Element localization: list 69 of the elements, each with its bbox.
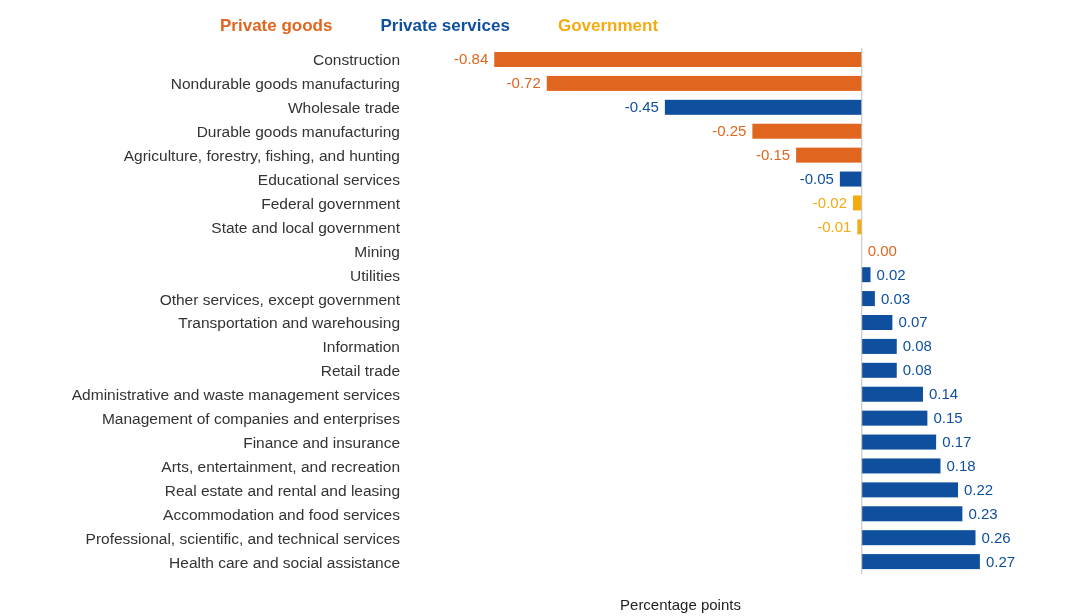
y-tick-label: Agriculture, forestry, fishing, and hunting (123, 147, 400, 165)
data-label: -0.02 (812, 193, 847, 211)
y-tick-label: Mining (354, 242, 400, 260)
y-tick-label: State and local government (211, 218, 401, 236)
y-tick-label: Professional, scientific, and technical services (85, 529, 401, 547)
y-tick-label: Health care and social assistance (169, 553, 400, 571)
bar (857, 219, 862, 235)
bar (861, 315, 893, 330)
bar (861, 530, 976, 546)
data-label: 0.17 (942, 433, 972, 451)
data-label: -0.45 (624, 98, 659, 116)
y-tick-label: Arts, entertainment, and recreation (161, 457, 400, 475)
y-tick-label: Administrative and waste management services (71, 386, 401, 404)
y-tick-label: Nondurable goods manufacturing (170, 75, 400, 93)
data-label: 0.07 (898, 313, 928, 331)
y-tick-label: Finance and insurance (243, 434, 400, 451)
data-label: 0.22 (964, 480, 994, 498)
bar (861, 410, 928, 426)
y-tick-label: Retail trade (320, 362, 400, 380)
data-label: 0.08 (902, 337, 932, 355)
data-label: 0.15 (933, 409, 963, 427)
bar (861, 386, 923, 402)
data-label: -0.84 (454, 50, 489, 68)
bar (861, 291, 875, 307)
bar (861, 554, 980, 570)
data-label: -0.15 (755, 146, 791, 164)
bar (839, 171, 862, 187)
bar (853, 195, 862, 211)
data-label: 0.03 (880, 289, 911, 307)
text: Government (557, 16, 659, 36)
data-label: 0.08 (902, 361, 932, 379)
y-tick-label: Other services, except government (159, 290, 401, 308)
bar (796, 147, 862, 163)
text: Private goods (220, 16, 333, 36)
text: Private services (380, 16, 510, 36)
bar (861, 362, 897, 378)
bar (861, 267, 871, 283)
y-tick-label: Educational services (257, 171, 401, 188)
bar (752, 123, 862, 139)
y-tick-label: Real estate and rental and leasing (164, 481, 400, 499)
data-label: 0.23 (968, 504, 998, 522)
bar (494, 52, 862, 67)
y-tick-label: Accommodation and food services (163, 505, 401, 523)
y-tick-label: Management of companies and enterprises (101, 410, 401, 428)
data-label: 0.02 (876, 265, 906, 283)
y-tick-label: Durable goods manufacturing (196, 123, 400, 141)
data-label: -0.25 (712, 122, 747, 140)
data-label: 0.27 (985, 552, 1016, 570)
data-label: -0.72 (506, 74, 541, 92)
data-label: 0.18 (946, 456, 976, 474)
y-tick-label: Construction (312, 51, 400, 69)
bar (664, 99, 862, 115)
data-label: -0.05 (799, 170, 834, 188)
bar (861, 338, 897, 354)
y-tick-label: Transportation and warehousing (178, 314, 400, 332)
data-label: 0.14 (929, 385, 959, 403)
y-tick-label: Wholesale trade (287, 99, 400, 117)
data-label: 0.26 (981, 528, 1011, 546)
y-tick-label: Utilities (350, 266, 401, 284)
x-axis-title: Percentage points (619, 596, 742, 613)
bar (861, 482, 958, 498)
bar (861, 506, 963, 522)
bar (546, 75, 862, 91)
y-tick-label: Information (322, 338, 400, 356)
bar (861, 434, 937, 450)
data-label: -0.01 (817, 217, 852, 235)
data-label: 0.00 (867, 241, 897, 259)
y-tick-label: Federal government (261, 194, 401, 212)
bar (861, 458, 941, 474)
